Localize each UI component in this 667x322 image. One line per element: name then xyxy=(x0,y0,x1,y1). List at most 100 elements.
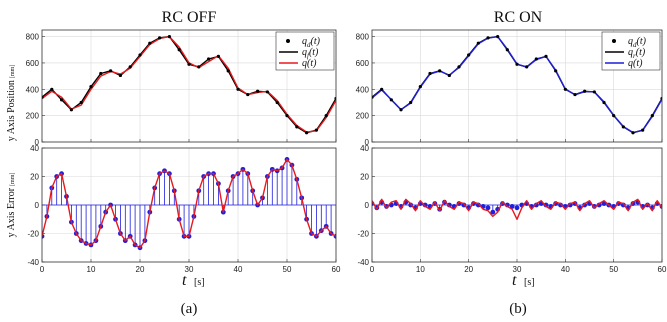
y-tick-label: -20 xyxy=(357,230,369,239)
panel-a-position: 0 200 400 600 800 qd(t)qf(t)q(t) xyxy=(26,29,337,147)
y-tick-label: 600 xyxy=(26,59,40,68)
x-tick-label: 50 xyxy=(609,265,618,274)
svg-text:y Axis Position[mm]: y Axis Position [mm] xyxy=(6,65,17,141)
y-tick-label: 200 xyxy=(26,112,40,121)
y-tick-label: 600 xyxy=(356,59,370,68)
y-tick-label: 200 xyxy=(356,112,370,121)
data-point xyxy=(69,108,73,112)
data-point xyxy=(389,98,393,102)
data-point xyxy=(602,100,606,105)
series-group xyxy=(42,34,336,135)
data-point xyxy=(226,69,230,73)
data-point xyxy=(275,100,279,105)
data-point xyxy=(612,114,616,118)
x-tick-label: 50 xyxy=(283,265,292,274)
xlabel-b: t [s] xyxy=(512,272,535,289)
panel-b-position: 0 200 400 600 800 qd(t)qr(t)q(t) xyxy=(356,29,663,147)
x-tick-label: 0 xyxy=(370,265,375,274)
data-point xyxy=(438,69,442,73)
data-point xyxy=(89,85,93,89)
data-point xyxy=(207,57,211,61)
data-point xyxy=(380,87,384,91)
data-point xyxy=(641,128,645,132)
data-point xyxy=(99,71,103,76)
data-point xyxy=(457,65,461,69)
stem-marker xyxy=(533,202,539,208)
data-point xyxy=(295,125,299,129)
plot-frame xyxy=(41,147,337,263)
plot-frame xyxy=(371,147,663,263)
x-tick-label: 10 xyxy=(87,265,96,274)
y-tick-label: 40 xyxy=(360,144,369,153)
data-point xyxy=(118,73,122,78)
y-tick-label: 800 xyxy=(26,33,40,42)
data-point xyxy=(177,48,181,52)
ylabel-error-unit: [mm] xyxy=(10,173,16,186)
legend-label: qd(t) xyxy=(628,36,647,49)
y-tick-label: 800 xyxy=(356,33,370,42)
data-point xyxy=(265,90,269,94)
stem-marker xyxy=(514,205,520,211)
y-tick-label: -20 xyxy=(27,230,39,239)
panel-a-error: -40 -20 0 20 40 0 10 20 30 40 50 60 xyxy=(27,144,341,274)
xlabel-b-unit: [s] xyxy=(524,277,535,288)
y-tick-label: 0 xyxy=(35,138,40,147)
title-a: RC OFF xyxy=(162,9,217,26)
data-point xyxy=(467,53,471,57)
ylabel-error-text: y Axis Error xyxy=(6,187,17,237)
data-point xyxy=(534,57,538,61)
y-tick-label: 0 xyxy=(35,201,40,210)
data-point xyxy=(158,36,162,40)
data-point xyxy=(197,65,201,69)
data-point xyxy=(525,65,529,69)
legend-label: qd(t) xyxy=(302,36,321,49)
data-point xyxy=(573,92,577,97)
data-point xyxy=(60,98,64,102)
data-point xyxy=(583,89,587,93)
x-tick-label: 20 xyxy=(136,265,145,274)
data-point xyxy=(50,87,54,91)
data-point xyxy=(128,65,132,69)
x-tick-label: 40 xyxy=(234,265,243,274)
data-point xyxy=(167,34,171,39)
x-tick-label: 30 xyxy=(185,265,194,274)
data-point xyxy=(246,92,250,97)
data-point xyxy=(563,87,567,91)
stem-marker xyxy=(446,202,452,208)
legend: qd(t)qr(t)q(t) xyxy=(601,31,661,71)
svg-text:y Axis Error[mm]: y Axis Error[mm] xyxy=(6,173,17,238)
xlabel-b-text: t xyxy=(512,272,517,289)
x-tick-label: 0 xyxy=(40,265,45,274)
data-point xyxy=(592,90,596,94)
data-point xyxy=(285,114,289,118)
x-tick-label: 40 xyxy=(561,265,570,274)
xlabel-a-unit: [s] xyxy=(194,277,205,288)
panel-b-error: -40 -20 0 20 40 0 10 20 30 40 50 60 xyxy=(357,144,667,274)
data-point xyxy=(399,108,403,112)
data-point xyxy=(314,128,318,132)
series-group xyxy=(42,157,336,251)
x-tick-label: 60 xyxy=(332,265,341,274)
plot-frame xyxy=(371,29,663,143)
stem-marker xyxy=(490,209,496,215)
data-point xyxy=(447,73,451,78)
y-tick-label: 20 xyxy=(30,173,39,182)
legend: qd(t)qf(t)q(t) xyxy=(275,31,335,71)
stem-marker xyxy=(422,202,428,208)
legend-label: qr(t) xyxy=(628,47,646,60)
data-point xyxy=(109,69,113,73)
caption-a: (a) xyxy=(181,301,198,317)
data-point xyxy=(486,36,490,40)
y-tick-label: -40 xyxy=(27,258,39,267)
data-point xyxy=(305,131,309,135)
legend-marker xyxy=(612,39,616,43)
data-point xyxy=(138,53,142,57)
data-point xyxy=(418,85,422,89)
xlabel-a-text: t xyxy=(182,272,187,289)
y-tick-label: 400 xyxy=(356,85,370,94)
x-tick-label: 10 xyxy=(416,265,425,274)
title-b: RC ON xyxy=(494,9,543,26)
data-point xyxy=(476,41,480,45)
caption-b: (b) xyxy=(509,301,527,317)
